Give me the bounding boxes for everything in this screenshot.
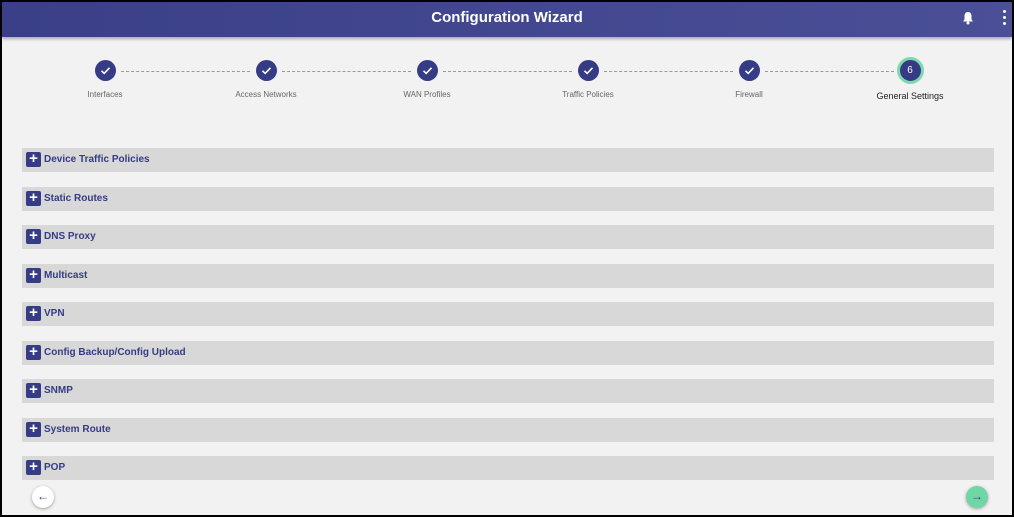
section-config-backup-config-upload[interactable]: + Config Backup/Config Upload xyxy=(22,340,994,365)
header-bar: Configuration Wizard xyxy=(2,2,1012,37)
back-button[interactable]: ← xyxy=(32,486,54,508)
step-connector xyxy=(121,71,250,72)
step-label: Firewall xyxy=(735,90,763,99)
section-label: Multicast xyxy=(44,269,88,281)
arrow-right-icon: → xyxy=(971,489,983,503)
plus-icon[interactable]: + xyxy=(26,267,41,283)
step-wan-profiles[interactable]: WAN Profiles xyxy=(357,60,497,99)
section-label: POP xyxy=(44,462,66,473)
check-icon xyxy=(94,60,116,81)
section-label: System Route xyxy=(44,423,111,435)
section-device-traffic-policies[interactable]: + Device Traffic Policies xyxy=(22,148,994,172)
step-firewall[interactable]: Firewall xyxy=(679,60,819,99)
step-label: Access Networks xyxy=(235,90,297,99)
step-access-networks[interactable]: Access Networks xyxy=(196,60,336,99)
check-icon xyxy=(416,60,438,81)
arrow-left-icon: ← xyxy=(37,489,49,503)
section-label: Device Traffic Policies xyxy=(44,154,150,165)
step-number: 6 xyxy=(896,57,924,84)
section-snmp[interactable]: + SNMP xyxy=(22,379,994,403)
plus-icon[interactable]: + xyxy=(26,151,41,167)
plus-icon[interactable]: + xyxy=(26,190,41,206)
check-icon xyxy=(577,60,599,81)
step-connector xyxy=(765,71,894,72)
step-label: WAN Profiles xyxy=(403,90,451,99)
step-connector xyxy=(282,71,411,72)
plus-icon[interactable]: + xyxy=(26,228,41,244)
page-title: Configuration Wizard xyxy=(431,9,583,26)
check-icon xyxy=(738,60,760,81)
bell-icon[interactable] xyxy=(962,11,974,25)
plus-icon[interactable]: + xyxy=(26,344,41,360)
plus-icon[interactable]: + xyxy=(26,459,41,475)
step-general-settings[interactable]: 6 General Settings xyxy=(840,57,980,101)
section-pop[interactable]: + POP xyxy=(22,456,994,480)
step-connector xyxy=(443,71,572,72)
more-vertical-icon[interactable] xyxy=(1002,10,1008,28)
step-label: Traffic Policies xyxy=(562,90,614,99)
section-static-routes[interactable]: + Static Routes xyxy=(22,186,994,211)
section-label: Static Routes xyxy=(44,192,108,204)
section-dns-proxy[interactable]: + DNS Proxy xyxy=(22,225,994,249)
section-label: VPN xyxy=(44,308,65,319)
section-multicast[interactable]: + Multicast xyxy=(22,263,994,288)
step-label: General Settings xyxy=(876,91,944,101)
plus-icon[interactable]: + xyxy=(26,421,41,437)
section-label: Config Backup/Config Upload xyxy=(44,346,186,358)
plus-icon[interactable]: + xyxy=(26,382,41,398)
step-label: Interfaces xyxy=(87,90,123,99)
section-vpn[interactable]: + VPN xyxy=(22,302,994,326)
step-traffic-policies[interactable]: Traffic Policies xyxy=(518,60,658,99)
section-label: DNS Proxy xyxy=(44,231,96,242)
next-button[interactable]: → xyxy=(966,486,988,508)
step-interfaces[interactable]: Interfaces xyxy=(35,60,175,99)
section-label: SNMP xyxy=(44,385,73,396)
step-connector xyxy=(604,71,733,72)
section-system-route[interactable]: + System Route xyxy=(22,417,994,442)
plus-icon[interactable]: + xyxy=(26,305,41,321)
check-icon xyxy=(255,60,277,81)
